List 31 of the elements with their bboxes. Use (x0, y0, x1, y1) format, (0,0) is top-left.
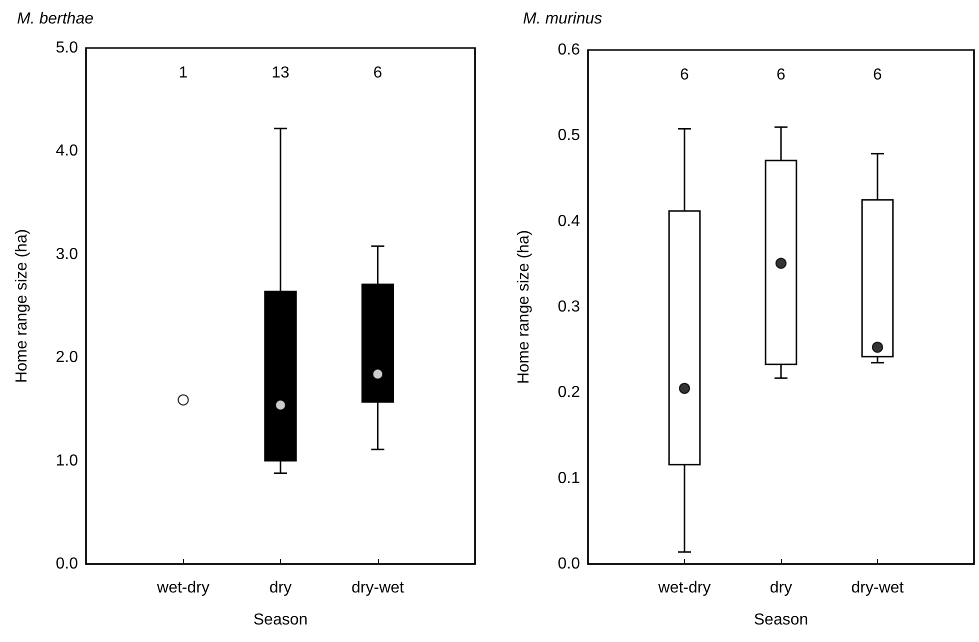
y-axis-title: Home range size (ha) (14, 229, 30, 383)
x-tick-label: dry (269, 580, 292, 596)
y-tick-label: 5.0 (56, 40, 78, 56)
chart-title: M. murinus (523, 10, 602, 28)
x-tick-label: wet-dry (156, 580, 210, 596)
annotation: 1 (178, 64, 188, 82)
y-tick-label: 0.5 (558, 127, 580, 144)
y-tick-label: 0.6 (558, 42, 580, 58)
annotation: 6 (873, 66, 882, 84)
x-tick-label: dry-wet (352, 580, 405, 596)
x-tick-label: wet-dry (657, 580, 711, 596)
y-tick-label: 0.0 (558, 556, 580, 572)
y-tick-label: 0.3 (558, 298, 580, 316)
chart-title: M. berthae (17, 10, 94, 28)
x-axis-title: Season (253, 612, 308, 628)
annotation: 6 (776, 66, 786, 84)
annotation: 6 (373, 64, 382, 82)
x-tick-label: dry-wet (851, 580, 904, 596)
y-tick-label: 3.0 (56, 246, 78, 263)
x-tick-label: dry (770, 580, 792, 596)
y-tick-label: 0.2 (558, 384, 580, 402)
y-axis-title: Home range size (ha) (516, 230, 532, 384)
y-tick-label: 1.0 (56, 452, 78, 470)
y-tick-label: 0.0 (56, 556, 78, 572)
y-tick-label: 2.0 (56, 349, 78, 366)
annotation: 6 (680, 66, 690, 84)
y-tick-label: 0.4 (558, 212, 580, 230)
y-tick-label: 0.1 (558, 470, 580, 487)
annotation: 13 (272, 64, 290, 82)
y-tick-label: 4.0 (56, 142, 78, 160)
x-axis-title: Season (754, 612, 808, 628)
